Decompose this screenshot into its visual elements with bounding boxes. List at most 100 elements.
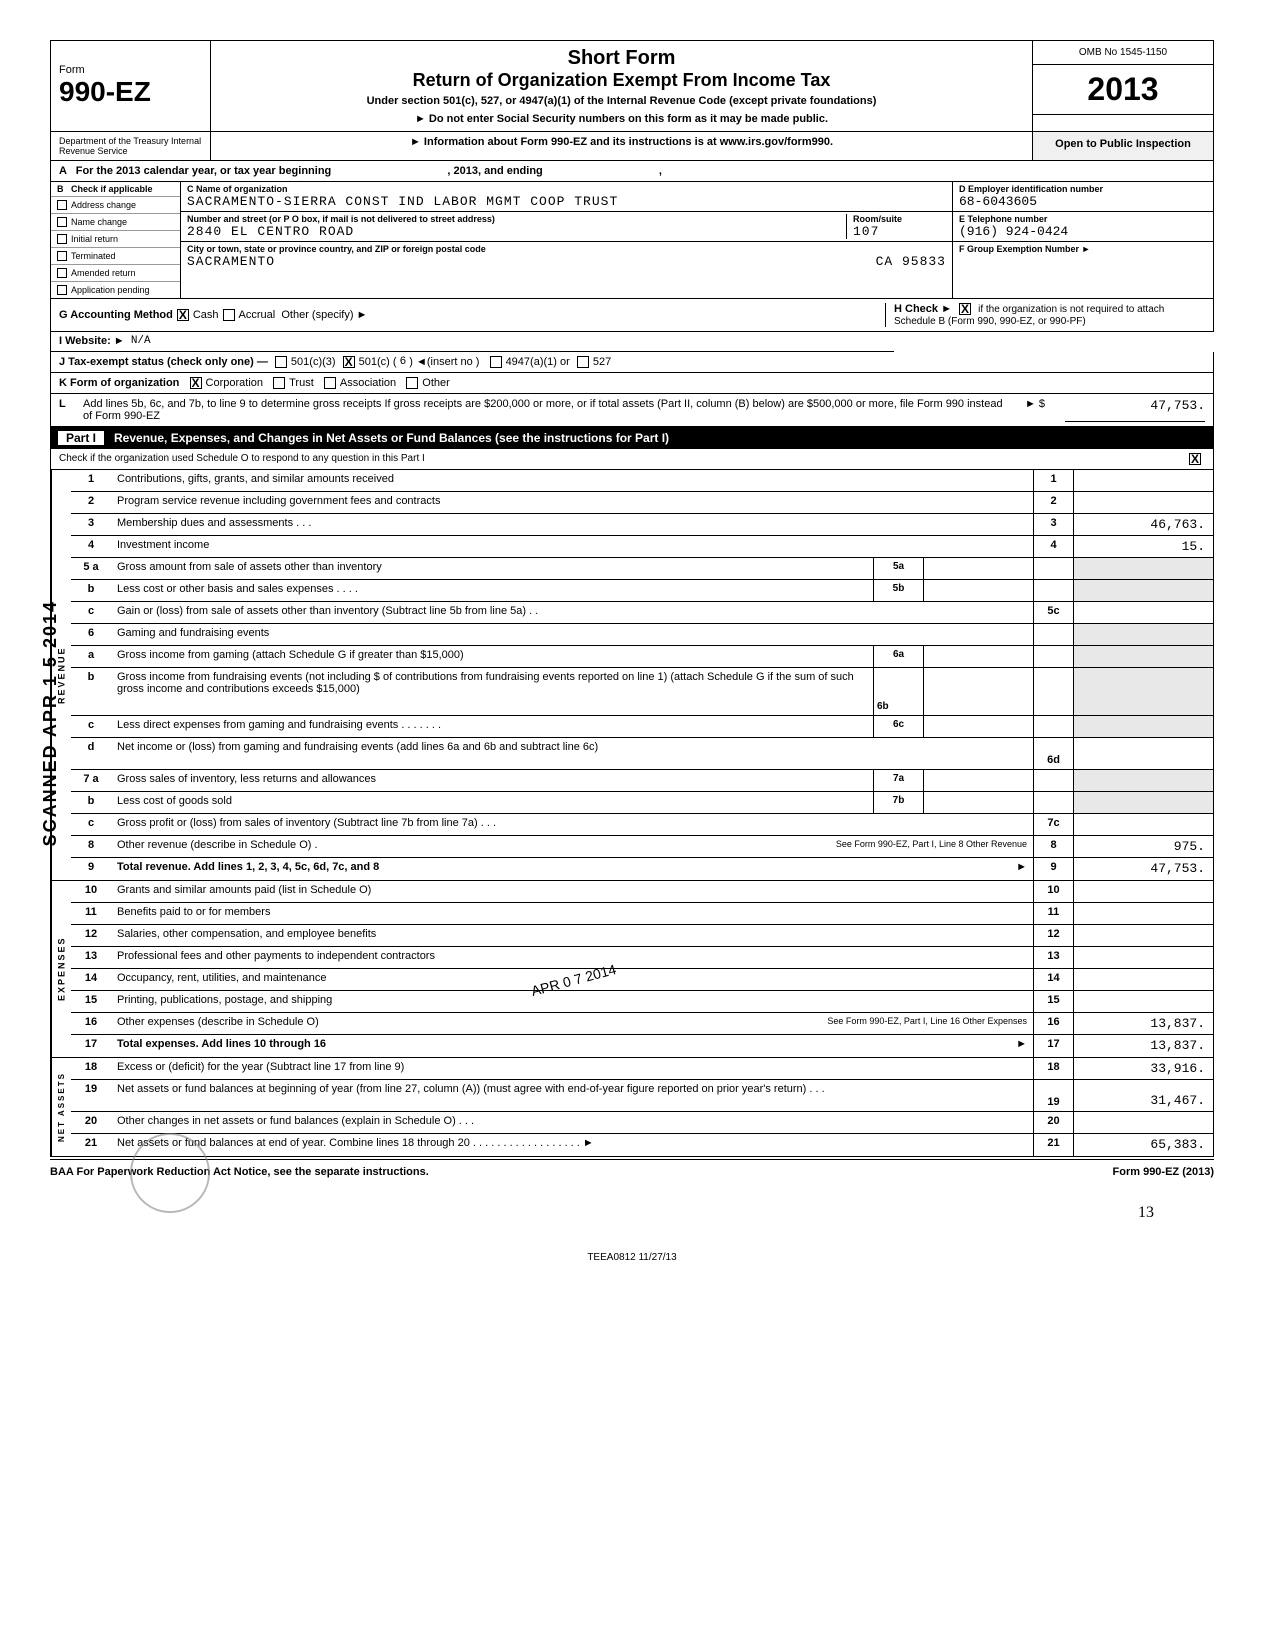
l7b-num: b: [71, 792, 111, 813]
line-6d: d Net income or (loss) from gaming and f…: [71, 738, 1213, 770]
col-B: B Check if applicable Address change Nam…: [51, 182, 181, 298]
dept-label: Department of the Treasury Internal Reve…: [51, 132, 211, 160]
l5c-col: 5c: [1033, 602, 1073, 623]
chk-corp[interactable]: [190, 377, 202, 389]
row-G-H: G Accounting Method Cash Accrual Other (…: [50, 299, 1214, 332]
K-label: K Form of organization: [59, 377, 179, 389]
line-9: 9 Total revenue. Add lines 1, 2, 3, 4, 5…: [71, 858, 1213, 880]
l13-desc: Professional fees and other payments to …: [111, 947, 1033, 968]
l6c-sub: 6c: [873, 716, 923, 737]
line-6: 6 Gaming and fundraising events: [71, 624, 1213, 646]
l11-num: 11: [71, 903, 111, 924]
chk-assoc[interactable]: [324, 377, 336, 389]
l6a-num: a: [71, 646, 111, 667]
l6-col: [1033, 624, 1073, 645]
l9-num: 9: [71, 858, 111, 880]
l11-amt: [1073, 903, 1213, 924]
chk-accrual[interactable]: [223, 309, 235, 321]
l6b-sub: 6b: [873, 668, 923, 715]
col-C: C Name of organization SACRAMENTO-SIERRA…: [181, 182, 953, 298]
b-name-change: Name change: [51, 213, 180, 230]
l6b-amt: [1073, 668, 1213, 715]
l16-col: 16: [1033, 1013, 1073, 1034]
chk-term[interactable]: [57, 251, 67, 261]
form-number-box: Form 990-EZ: [51, 41, 211, 131]
chk-H[interactable]: [959, 303, 971, 315]
line-6a: a Gross income from gaming (attach Sched…: [71, 646, 1213, 668]
j-opt3: 4947(a)(1) or: [506, 356, 570, 368]
l6b-desc: Gross income from fundraising events (no…: [111, 668, 873, 715]
l6b-val: [923, 668, 1033, 715]
chk-cash[interactable]: [177, 309, 189, 321]
chk-4947[interactable]: [490, 356, 502, 368]
l7c-col: 7c: [1033, 814, 1073, 835]
l5b-sub: 5b: [873, 580, 923, 601]
title1: Short Form: [223, 47, 1020, 70]
l19-num: 19: [71, 1080, 111, 1111]
l5a-col: [1033, 558, 1073, 579]
org-addr: 2840 EL CENTRO ROAD: [187, 224, 846, 239]
k-assoc: Association: [340, 377, 396, 389]
line-19: 19 Net assets or fund balances at beginn…: [71, 1080, 1213, 1112]
line-21: 21 Net assets or fund balances at end of…: [71, 1134, 1213, 1156]
room-value: 107: [853, 224, 946, 239]
chk-trust[interactable]: [273, 377, 285, 389]
chk-527[interactable]: [577, 356, 589, 368]
l20-col: 20: [1033, 1112, 1073, 1133]
side-revenue: REVENUE: [51, 470, 71, 880]
line-12: 12 Salaries, other compensation, and emp…: [71, 925, 1213, 947]
l3-col: 3: [1033, 514, 1073, 535]
l8-note: See Form 990-EZ, Part I, Line 8 Other Re…: [836, 839, 1027, 849]
l2-amt: [1073, 492, 1213, 513]
header-right: OMB No 1545-1150 2013: [1033, 41, 1213, 131]
l5b-desc: Less cost or other basis and sales expen…: [111, 580, 873, 601]
L-amount: 47,753.: [1065, 398, 1205, 422]
l19-amt: 31,467.: [1073, 1080, 1213, 1111]
chk-name[interactable]: [57, 217, 67, 227]
l6a-val: [923, 646, 1033, 667]
chk-other[interactable]: [406, 377, 418, 389]
l5b-num: b: [71, 580, 111, 601]
chk-initial[interactable]: [57, 234, 67, 244]
l18-desc: Excess or (deficit) for the year (Subtra…: [111, 1058, 1033, 1079]
l3-amt: 46,763.: [1073, 514, 1213, 535]
form-title-box: Short Form Return of Organization Exempt…: [211, 41, 1033, 131]
l15-desc: Printing, publications, postage, and shi…: [111, 991, 1033, 1012]
form-header: Form 990-EZ Short Form Return of Organiz…: [50, 40, 1214, 132]
line-17: 17 Total expenses. Add lines 10 through …: [71, 1035, 1213, 1057]
l16-amt: 13,837.: [1073, 1013, 1213, 1034]
L-arrow: ► $: [1025, 398, 1045, 422]
l15-num: 15: [71, 991, 111, 1012]
I-label: I Website: ►: [59, 335, 125, 347]
line-3: 3 Membership dues and assessments . . . …: [71, 514, 1213, 536]
part-I-sub: Check if the organization used Schedule …: [50, 449, 1214, 470]
chk-schedO[interactable]: [1189, 453, 1201, 465]
l6b-num: b: [71, 668, 111, 715]
chk-501c3[interactable]: [275, 356, 287, 368]
F-label: F Group Exemption Number ►: [959, 244, 1207, 254]
line-5b: b Less cost or other basis and sales exp…: [71, 580, 1213, 602]
footer-teea: TEEA0812 11/27/13: [50, 1222, 1214, 1273]
l10-desc: Grants and similar amounts paid (list in…: [111, 881, 1033, 902]
chk-501c[interactable]: [343, 356, 355, 368]
l13-col: 13: [1033, 947, 1073, 968]
chk-app[interactable]: [57, 285, 67, 295]
line-18: 18 Excess or (deficit) for the year (Sub…: [71, 1058, 1213, 1080]
line-6c: c Less direct expenses from gaming and f…: [71, 716, 1213, 738]
g-cash: Cash: [193, 309, 219, 321]
B-head: B Check if applicable: [51, 182, 180, 196]
chk-amend[interactable]: [57, 268, 67, 278]
chk-addr[interactable]: [57, 200, 67, 210]
l7b-col: [1033, 792, 1073, 813]
l7b-desc: Less cost of goods sold: [111, 792, 873, 813]
j-opt2: 501(c) (: [359, 356, 397, 368]
A-text2: , 2013, and ending: [447, 165, 542, 177]
l1-desc: Contributions, gifts, grants, and simila…: [111, 470, 1033, 491]
l6c-num: c: [71, 716, 111, 737]
tax-year: 2013: [1033, 65, 1213, 115]
b-addr-change: Address change: [51, 196, 180, 213]
b-amended: Amended return: [51, 264, 180, 281]
l16-desc: Other expenses (describe in Schedule O) …: [111, 1013, 1033, 1034]
l4-num: 4: [71, 536, 111, 557]
l7b-amt: [1073, 792, 1213, 813]
